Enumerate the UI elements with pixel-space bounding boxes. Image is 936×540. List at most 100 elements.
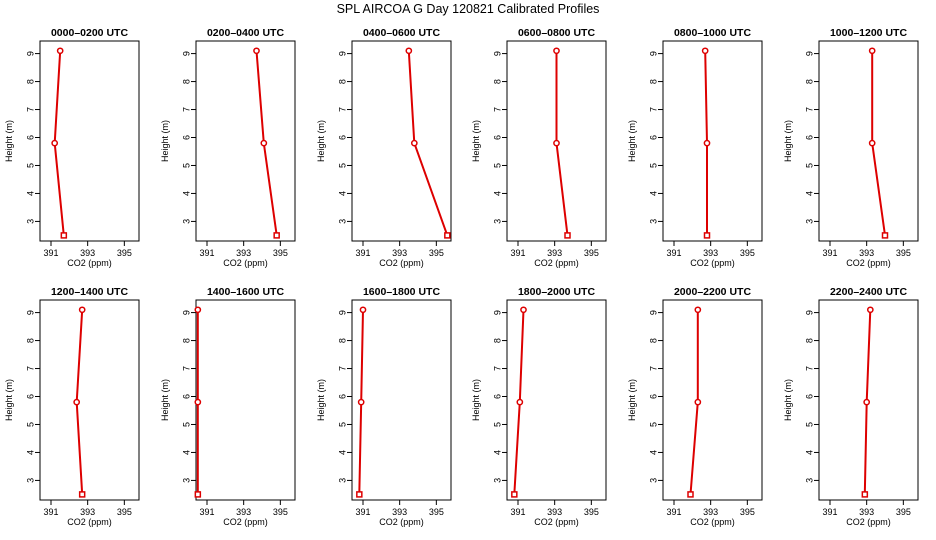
x-tick-label: 391 bbox=[43, 248, 58, 258]
y-tick-label: 3 bbox=[804, 219, 814, 224]
y-axis-label: Height (m) bbox=[471, 379, 481, 421]
x-tick-label: 391 bbox=[199, 248, 214, 258]
x-tick-label: 391 bbox=[510, 248, 525, 258]
x-tick-label: 393 bbox=[859, 507, 874, 517]
y-tick-label: 5 bbox=[648, 163, 658, 168]
y-tick-label: 5 bbox=[337, 163, 347, 168]
profile-point bbox=[868, 47, 876, 55]
x-tick-label: 391 bbox=[355, 248, 370, 258]
y-tick-label: 7 bbox=[181, 366, 191, 371]
profile-point bbox=[405, 47, 413, 55]
x-tick-label: 393 bbox=[392, 248, 407, 258]
x-tick-label: 395 bbox=[273, 507, 288, 517]
plot-frame bbox=[195, 40, 296, 242]
y-tick-label: 3 bbox=[492, 219, 502, 224]
x-axis-label: CO2 (ppm) bbox=[690, 517, 735, 527]
y-tick-label: 9 bbox=[492, 51, 502, 56]
profile-panel: 1000–1200 UTC 391 393 395 3 4 5 6 7 8 9 CO2 (ppm) He… bbox=[783, 27, 919, 268]
y-tick-label: 9 bbox=[648, 51, 658, 56]
y-tick-label: 8 bbox=[492, 79, 502, 84]
profile-panel: 0600–0800 UTC 391 393 395 3 4 5 6 7 8 9 CO2 (ppm) He… bbox=[471, 27, 607, 268]
profile-panel: 1200–1400 UTC 391 393 395 3 4 5 6 7 8 9 CO2 (ppm) He… bbox=[4, 286, 140, 527]
x-tick-label: 395 bbox=[584, 507, 599, 517]
x-tick-label: 395 bbox=[740, 248, 755, 258]
profile-point bbox=[357, 398, 365, 406]
y-tick-label: 9 bbox=[181, 310, 191, 315]
panel-title: 0600–0800 UTC bbox=[518, 27, 595, 39]
x-tick-label: 391 bbox=[199, 507, 214, 517]
y-tick-label: 4 bbox=[181, 450, 191, 455]
y-tick-label: 7 bbox=[492, 366, 502, 371]
y-tick-label: 4 bbox=[337, 450, 347, 455]
x-axis-label: CO2 (ppm) bbox=[67, 517, 112, 527]
x-tick-label: 393 bbox=[859, 248, 874, 258]
y-tick-label: 6 bbox=[337, 135, 347, 140]
y-tick-label: 7 bbox=[648, 107, 658, 112]
panel-title: 0200–0400 UTC bbox=[207, 27, 284, 39]
x-tick-label: 391 bbox=[822, 507, 837, 517]
x-tick-label: 391 bbox=[355, 507, 370, 517]
y-tick-label: 5 bbox=[804, 422, 814, 427]
y-tick-label: 5 bbox=[181, 422, 191, 427]
y-tick-label: 6 bbox=[181, 135, 191, 140]
plot-frame bbox=[351, 40, 452, 242]
y-tick-label: 3 bbox=[181, 219, 191, 224]
y-tick-label: 3 bbox=[337, 478, 347, 483]
x-axis-label: CO2 (ppm) bbox=[223, 517, 268, 527]
profile-point bbox=[359, 306, 367, 314]
panel-title: 2000–2200 UTC bbox=[674, 286, 751, 298]
profile-point bbox=[553, 47, 560, 55]
y-tick-label: 6 bbox=[25, 135, 35, 140]
y-tick-label: 4 bbox=[804, 191, 814, 196]
y-tick-label: 3 bbox=[337, 219, 347, 224]
y-tick-label: 3 bbox=[648, 478, 658, 483]
y-tick-label: 4 bbox=[181, 191, 191, 196]
y-tick-label: 3 bbox=[25, 219, 35, 224]
y-tick-label: 3 bbox=[181, 478, 191, 483]
profile-point bbox=[444, 232, 451, 239]
x-tick-label: 395 bbox=[896, 248, 911, 258]
x-tick-label: 391 bbox=[43, 507, 58, 517]
y-tick-label: 4 bbox=[648, 191, 658, 196]
y-axis-label: Height (m) bbox=[4, 379, 14, 421]
x-tick-label: 391 bbox=[666, 507, 681, 517]
y-tick-label: 5 bbox=[181, 163, 191, 168]
x-tick-label: 395 bbox=[429, 507, 444, 517]
profile-point bbox=[694, 398, 702, 406]
x-axis-label: CO2 (ppm) bbox=[379, 258, 424, 268]
y-axis-label: Height (m) bbox=[316, 379, 326, 421]
x-tick-label: 393 bbox=[80, 248, 95, 258]
profile-point bbox=[273, 232, 280, 239]
x-tick-label: 393 bbox=[392, 507, 407, 517]
profile-point bbox=[356, 491, 363, 498]
profile-point bbox=[703, 232, 711, 239]
y-tick-label: 8 bbox=[492, 338, 502, 343]
y-tick-label: 5 bbox=[337, 422, 347, 427]
y-axis-label: Height (m) bbox=[471, 120, 481, 162]
x-axis-label: CO2 (ppm) bbox=[379, 517, 424, 527]
y-tick-label: 7 bbox=[25, 366, 35, 371]
y-axis-label: Height (m) bbox=[4, 120, 14, 162]
profile-point bbox=[881, 232, 889, 239]
y-tick-label: 5 bbox=[804, 163, 814, 168]
x-tick-label: 391 bbox=[822, 248, 837, 258]
x-axis-label: CO2 (ppm) bbox=[534, 258, 579, 268]
profile-point bbox=[60, 232, 68, 239]
plot-frame bbox=[39, 299, 140, 501]
y-tick-label: 6 bbox=[492, 135, 502, 140]
y-tick-label: 6 bbox=[181, 394, 191, 399]
y-tick-label: 4 bbox=[337, 191, 347, 196]
y-tick-label: 4 bbox=[648, 450, 658, 455]
panel-title: 0800–1000 UTC bbox=[674, 27, 751, 39]
x-axis-label: CO2 (ppm) bbox=[690, 258, 735, 268]
y-axis-label: Height (m) bbox=[627, 120, 637, 162]
y-tick-label: 8 bbox=[648, 79, 658, 84]
y-tick-label: 9 bbox=[25, 310, 35, 315]
profile-point bbox=[410, 139, 418, 147]
y-tick-label: 9 bbox=[337, 310, 347, 315]
x-axis-label: CO2 (ppm) bbox=[223, 258, 268, 268]
plot-frame bbox=[818, 299, 919, 501]
profile-point bbox=[701, 47, 709, 55]
y-axis-label: Height (m) bbox=[160, 120, 170, 162]
